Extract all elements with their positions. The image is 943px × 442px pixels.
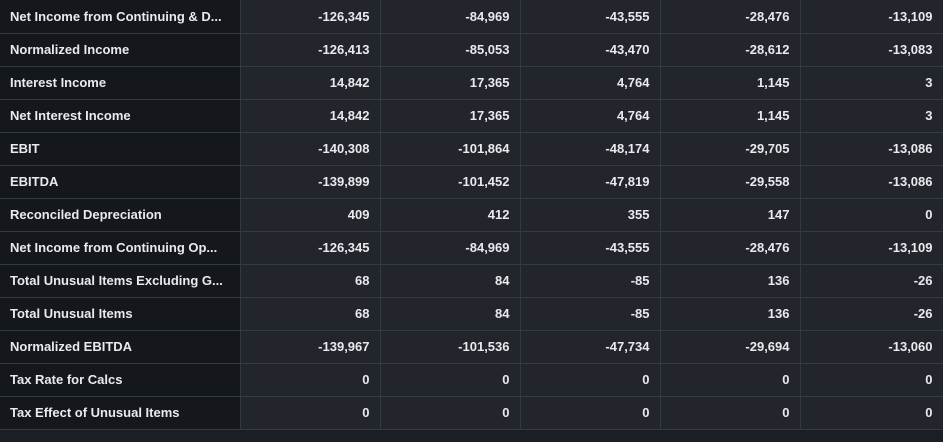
table-row[interactable]: Total Unusual Items 68 84 -85 136 -26 [0, 296, 943, 331]
row-label: Normalized EBITDA [0, 329, 241, 364]
value-cell: -48,174 [519, 131, 661, 166]
value-cell: 0 [659, 362, 801, 397]
table-row[interactable]: Tax Effect of Unusual Items 0 0 0 0 0 [0, 395, 943, 430]
value-cell: -13,109 [799, 230, 943, 265]
value-cell: 17,365 [379, 98, 521, 133]
row-label: Normalized Income [0, 32, 241, 67]
value-cell: 0 [799, 362, 943, 397]
table-row[interactable]: Normalized Income -126,413 -85,053 -43,470-… [0, 32, 943, 67]
value-cell: 84 [379, 263, 521, 298]
table-row[interactable]: Normalized EBITDA -139,967 -101,536 -47,734… [0, 329, 943, 364]
value-cell: -28,476 [659, 230, 801, 265]
table-row[interactable]: Net Income from Continuing & D... -126,34… [0, 0, 943, 34]
value-cell: -101,864 [379, 131, 521, 166]
value-cell: 0 [379, 395, 521, 430]
value-cell: -43,555 [519, 230, 661, 265]
value-cell: -29,558 [659, 164, 801, 199]
value-cell: 136 [659, 263, 801, 298]
value-cell: -26 [799, 296, 943, 331]
table-row[interactable]: Reconciled Depreciation 409 412 355 147 0 [0, 197, 943, 232]
value-cell: -43,555 [519, 0, 661, 34]
value-cell: 4,764 [519, 98, 661, 133]
row-label: Total Unusual Items [0, 296, 241, 331]
table-row[interactable]: EBIT -140,308 -101,864 -48,174 -29,705 -13,08… [0, 131, 943, 166]
table-row[interactable]: Total Unusual Items Excluding G... 68 84 -8… [0, 263, 943, 298]
row-label: Net Income from Continuing Op... [0, 230, 241, 265]
value-cell: 17,365 [379, 65, 521, 100]
financials-table-body: Net Income from Continuing & D... -126,34… [0, 0, 943, 430]
row-label: EBITDA [0, 164, 241, 199]
value-cell: -13,086 [799, 131, 943, 166]
value-cell: 0 [519, 362, 661, 397]
value-cell: -126,413 [239, 32, 381, 67]
value-cell: -28,476 [659, 0, 801, 34]
financials-table: Net Income from Continuing & D... -126,34… [0, 0, 943, 430]
value-cell: -84,969 [379, 0, 521, 34]
value-cell: -85,053 [379, 32, 521, 67]
value-cell: -85 [519, 263, 661, 298]
value-cell: -47,819 [519, 164, 661, 199]
table-row[interactable]: EBITDA -139,899 -101,452 -47,819 -29,558 -13,… [0, 164, 943, 199]
table-row[interactable]: Net Income from Continuing Op... -126,345… [0, 230, 943, 265]
row-label: Net Income from Continuing & D... [0, 0, 241, 34]
row-label: Tax Rate for Calcs [0, 362, 241, 397]
value-cell: -139,899 [239, 164, 381, 199]
value-cell: -140,308 [239, 131, 381, 166]
value-cell: 147 [659, 197, 801, 232]
value-cell: 84 [379, 296, 521, 331]
value-cell: -126,345 [239, 230, 381, 265]
value-cell: -13,060 [799, 329, 943, 364]
table-row[interactable]: Interest Income 14,842 17,365 4,764 1,145 3 [0, 65, 943, 100]
value-cell: -47,734 [519, 329, 661, 364]
value-cell: -26 [799, 263, 943, 298]
value-cell: 3 [799, 65, 943, 100]
value-cell: 0 [659, 395, 801, 430]
value-cell: -139,967 [239, 329, 381, 364]
value-cell: -43,470 [519, 32, 661, 67]
value-cell: 409 [239, 197, 381, 232]
table-row[interactable]: Net Interest Income 14,842 17,365 4,764 1,14… [0, 98, 943, 133]
value-cell: 0 [799, 395, 943, 430]
value-cell: 355 [519, 197, 661, 232]
value-cell: 0 [799, 197, 943, 232]
value-cell: -29,705 [659, 131, 801, 166]
value-cell: 68 [239, 296, 381, 331]
value-cell: 0 [239, 362, 381, 397]
value-cell: 3 [799, 98, 943, 133]
value-cell: 0 [379, 362, 521, 397]
value-cell: 1,145 [659, 65, 801, 100]
value-cell: 68 [239, 263, 381, 298]
value-cell: 4,764 [519, 65, 661, 100]
value-cell: 0 [239, 395, 381, 430]
value-cell: 14,842 [239, 65, 381, 100]
value-cell: -101,536 [379, 329, 521, 364]
value-cell: -85 [519, 296, 661, 331]
row-label: Total Unusual Items Excluding G... [0, 263, 241, 298]
table-row[interactable]: Tax Rate for Calcs 0 0 0 0 0 [0, 362, 943, 397]
value-cell: 0 [519, 395, 661, 430]
value-cell: -101,452 [379, 164, 521, 199]
value-cell: -29,694 [659, 329, 801, 364]
value-cell: -126,345 [239, 0, 381, 34]
value-cell: -28,612 [659, 32, 801, 67]
value-cell: -13,086 [799, 164, 943, 199]
value-cell: -13,109 [799, 0, 943, 34]
row-label: Interest Income [0, 65, 241, 100]
row-label: Tax Effect of Unusual Items [0, 395, 241, 430]
value-cell: -84,969 [379, 230, 521, 265]
row-label: Reconciled Depreciation [0, 197, 241, 232]
value-cell: 1,145 [659, 98, 801, 133]
row-label: EBIT [0, 131, 241, 166]
value-cell: 14,842 [239, 98, 381, 133]
value-cell: 136 [659, 296, 801, 331]
row-label: Net Interest Income [0, 98, 241, 133]
value-cell: 412 [379, 197, 521, 232]
value-cell: -13,083 [799, 32, 943, 67]
